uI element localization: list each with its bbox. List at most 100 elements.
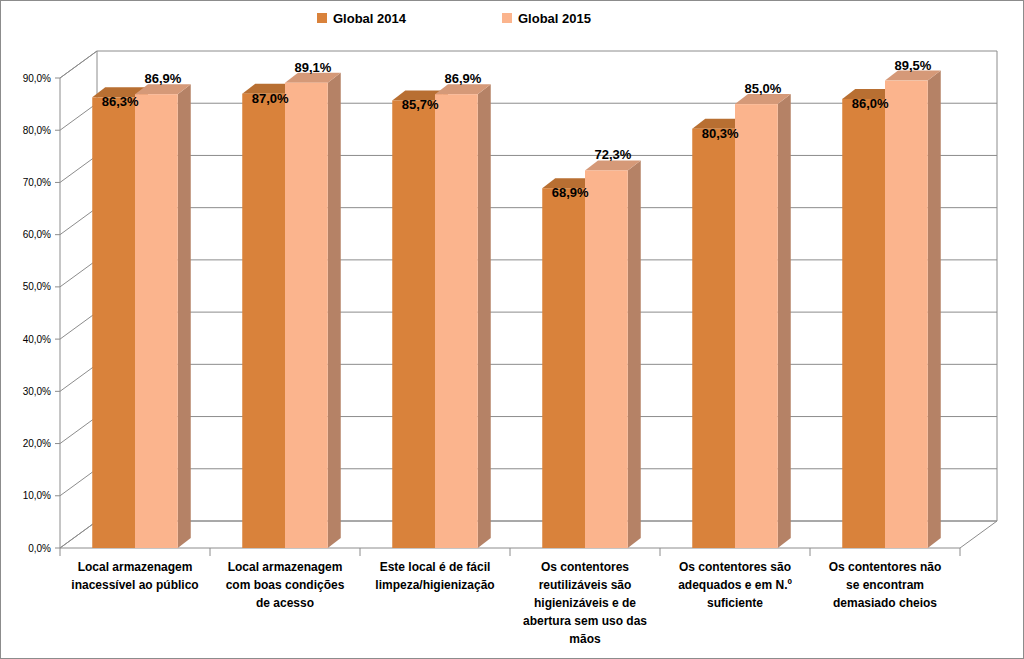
bar-front bbox=[842, 99, 885, 548]
bar-side bbox=[328, 73, 341, 548]
x-tick bbox=[810, 548, 811, 556]
side-grid-line bbox=[60, 417, 97, 444]
bar bbox=[135, 84, 191, 548]
y-tick bbox=[55, 391, 60, 392]
x-tick-label: Os contentores sãoadequados e em N.ºsufi… bbox=[678, 560, 792, 610]
y-tick bbox=[55, 182, 60, 183]
bar-front bbox=[135, 94, 178, 548]
bar-side bbox=[628, 160, 641, 548]
x-tick bbox=[510, 548, 511, 556]
bar-front bbox=[285, 83, 328, 548]
legend: Global 2014 Global 2015 bbox=[317, 11, 591, 26]
y-tick bbox=[55, 548, 60, 549]
x-tick-label-line: limpeza/higienização bbox=[375, 578, 494, 592]
wall-edge bbox=[60, 51, 97, 78]
x-tick-label: Os contentoresreutilizáveis sãohigienizá… bbox=[523, 560, 647, 646]
bar bbox=[735, 94, 791, 548]
chart-svg: 0,0%10,0%20,0%30,0%40,0%50,0%60,0%70,0%8… bbox=[0, 0, 1024, 659]
data-label: 72,3% bbox=[594, 147, 631, 162]
x-tick-label: Local armazenagem inacessível ao público bbox=[71, 560, 198, 592]
x-tick-label-line: Os contentores são bbox=[679, 560, 791, 574]
y-axis-line bbox=[60, 78, 61, 548]
bar-side bbox=[778, 94, 791, 548]
side-grid-line bbox=[60, 521, 97, 548]
y-tick bbox=[55, 443, 60, 444]
x-tick-label-line: abertura sem uso das bbox=[523, 614, 647, 628]
legend-label: Global 2014 bbox=[333, 11, 407, 26]
y-tick bbox=[55, 130, 60, 131]
bar-side bbox=[478, 84, 491, 548]
x-tick bbox=[60, 548, 61, 556]
data-label: 86,9% bbox=[144, 71, 181, 86]
bar-front bbox=[692, 129, 735, 548]
bar-front bbox=[885, 81, 928, 548]
x-tick-label: Os contentores não se encontram demasiado … bbox=[829, 560, 942, 610]
bar bbox=[285, 73, 341, 548]
bar-side bbox=[928, 71, 941, 548]
x-tick-label: Este local é de fácil limpeza/higienizaçã… bbox=[375, 560, 494, 592]
data-label: 85,7% bbox=[402, 97, 439, 112]
x-tick-label-line: se encontram bbox=[846, 578, 924, 592]
y-tick bbox=[55, 495, 60, 496]
x-tick-label-line: Este local é de fácil bbox=[380, 560, 491, 574]
bar-front bbox=[392, 100, 435, 548]
grid-line bbox=[97, 51, 997, 52]
data-label: 80,3% bbox=[702, 126, 739, 141]
y-tick-label: 60,0% bbox=[23, 229, 51, 240]
x-tick-label-line: Local armazenagem bbox=[78, 560, 193, 574]
x-tick-label-line: mãos bbox=[569, 632, 601, 646]
side-grid-line bbox=[60, 103, 97, 130]
y-tick-label: 80,0% bbox=[23, 125, 51, 136]
y-tick-label: 90,0% bbox=[23, 73, 51, 84]
y-tick-label: 0,0% bbox=[28, 543, 51, 554]
data-label: 68,9% bbox=[552, 185, 589, 200]
y-tick bbox=[55, 234, 60, 235]
bar-front bbox=[242, 94, 285, 548]
bar-front bbox=[435, 94, 478, 548]
side-grid-line bbox=[60, 469, 97, 496]
legend-swatch bbox=[502, 13, 512, 23]
side-grid-line bbox=[60, 260, 97, 287]
y-tick-label: 70,0% bbox=[23, 177, 51, 188]
bars bbox=[92, 71, 941, 548]
wall-edge bbox=[997, 51, 998, 521]
x-tick-label-line: inacessível ao público bbox=[71, 578, 198, 592]
legend-label: Global 2015 bbox=[518, 11, 591, 26]
side-grid-line bbox=[60, 312, 97, 339]
x-tick bbox=[960, 548, 961, 556]
data-label: 86,3% bbox=[102, 94, 139, 109]
data-label: 85,0% bbox=[744, 81, 781, 96]
y-tick-label: 40,0% bbox=[23, 334, 51, 345]
bar-front bbox=[92, 97, 135, 548]
y-tick bbox=[55, 78, 60, 79]
x-tick-label-line: reutilizáveis são bbox=[539, 578, 632, 592]
x-tick-label-line: de acesso bbox=[256, 596, 314, 610]
bar bbox=[435, 84, 491, 548]
side-grid-line bbox=[60, 155, 97, 182]
data-label: 89,5% bbox=[894, 58, 931, 73]
y-tick bbox=[55, 339, 60, 340]
y-tick-label: 10,0% bbox=[23, 490, 51, 501]
legend-swatch bbox=[317, 13, 327, 23]
bar-front bbox=[542, 188, 585, 548]
chart-border bbox=[1, 1, 1024, 659]
side-grid-line bbox=[60, 208, 97, 235]
bar bbox=[585, 160, 641, 548]
x-tick-label-line: com boas condições bbox=[226, 578, 345, 592]
y-tick bbox=[55, 286, 60, 287]
x-tick-label-line: demasiado cheios bbox=[833, 596, 937, 610]
y-tick-label: 20,0% bbox=[23, 438, 51, 449]
data-label: 86,9% bbox=[444, 71, 481, 86]
data-label: 87,0% bbox=[252, 91, 289, 106]
axes: 0,0%10,0%20,0%30,0%40,0%50,0%60,0%70,0%8… bbox=[23, 51, 997, 646]
x-tick-label: Local armazenagem com boas condições de ac… bbox=[226, 560, 345, 610]
x-tick-label-line: suficiente bbox=[707, 596, 763, 610]
y-tick-label: 30,0% bbox=[23, 386, 51, 397]
x-tick-label-line: Os contentores não bbox=[829, 560, 942, 574]
x-tick-label-line: Local armazenagem bbox=[228, 560, 343, 574]
data-label: 89,1% bbox=[294, 60, 331, 75]
bar-front bbox=[735, 104, 778, 548]
x-tick bbox=[210, 548, 211, 556]
x-tick bbox=[660, 548, 661, 556]
side-grid-line bbox=[60, 51, 97, 78]
